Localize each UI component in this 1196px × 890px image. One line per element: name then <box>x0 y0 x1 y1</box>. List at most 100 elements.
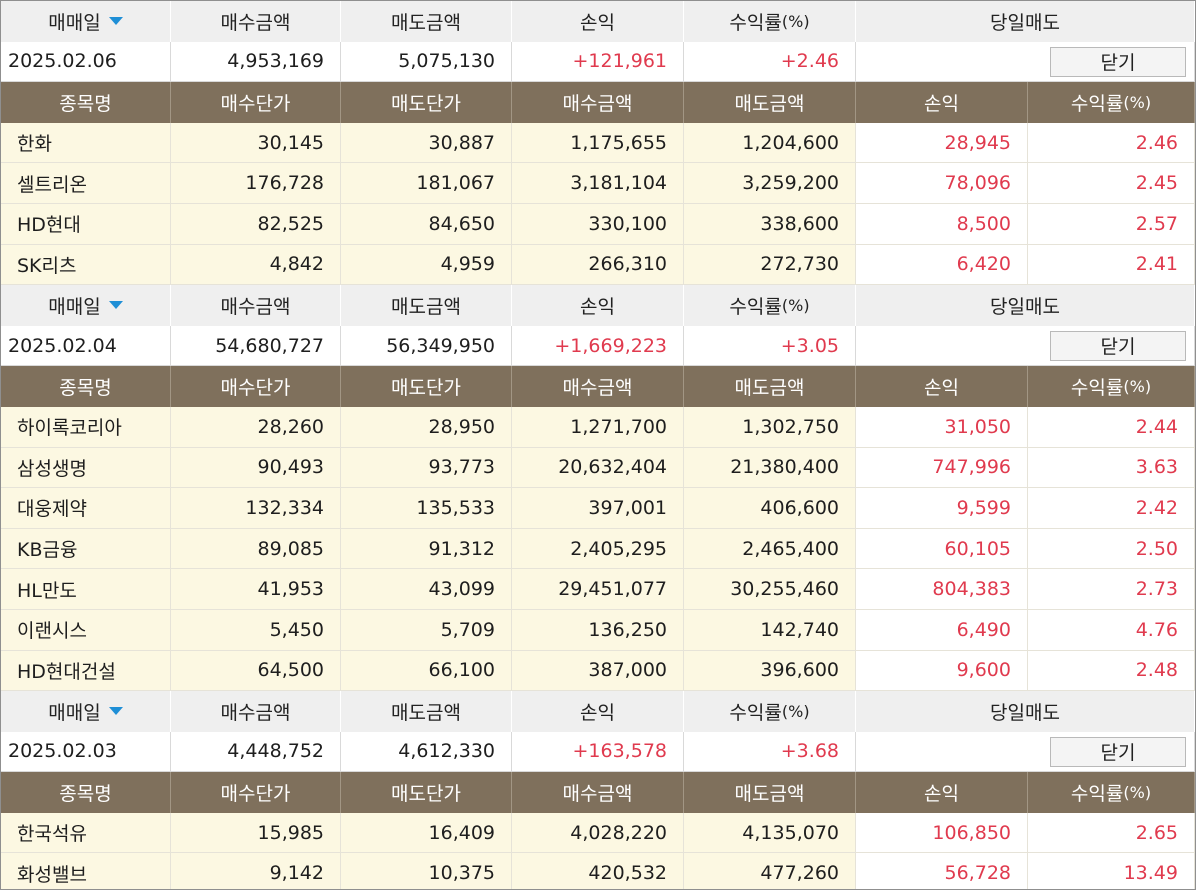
col-stock-name[interactable]: 종목명 <box>1 82 171 123</box>
col-stock-name[interactable]: 종목명 <box>1 772 171 813</box>
col-stock-name[interactable]: 종목명 <box>1 366 171 407</box>
sell-price-cell: 66,100 <box>341 650 512 692</box>
table-row[interactable]: SK리츠 4,842 4,959 266,310 272,730 6,420 2.41 <box>1 244 1195 286</box>
col-sell-price[interactable]: 매도단가 <box>341 366 512 407</box>
table-row[interactable]: 삼성생명 90,493 93,773 20,632,404 21,380,400 747,… <box>1 447 1195 489</box>
table-row[interactable]: 한화 30,145 30,887 1,175,655 1,204,600 28,945 2.… <box>1 122 1195 164</box>
table-row[interactable]: 화성밸브 9,142 10,375 420,532 477,260 56,728 13.49 <box>1 853 1195 889</box>
header-trade-date[interactable]: 매매일 <box>1 1 171 42</box>
summary-return-rate: +2.46 <box>684 41 856 82</box>
table-row[interactable]: KB금융 89,085 91,312 2,405,295 2,465,400 60,105… <box>1 528 1195 570</box>
col-return-rate[interactable]: 수익률 (%) <box>1028 772 1195 813</box>
return-rate-cell: 2.45 <box>1028 163 1195 204</box>
group-summary-row[interactable]: 2025.02.03 4,448,752 4,612,330 +163,578 +3.6… <box>1 731 1195 773</box>
buy-amount-cell: 266,310 <box>512 244 684 286</box>
col-sell-amount-label: 매도금액 <box>734 377 805 400</box>
sell-price-cell: 181,067 <box>341 163 512 204</box>
col-buy-amount[interactable]: 매수금액 <box>512 772 684 813</box>
table-row[interactable]: 한국석유 15,985 16,409 4,028,220 4,135,070 106,85… <box>1 812 1195 854</box>
col-sell-amount[interactable]: 매도금액 <box>684 772 856 813</box>
summary-trade-date: 2025.02.04 <box>1 325 171 366</box>
stock-name-cell: 하이록코리아 <box>1 406 171 448</box>
sort-down-icon[interactable] <box>108 301 123 310</box>
col-profit[interactable]: 손익 <box>856 82 1028 123</box>
sell-price-cell: 16,409 <box>341 812 512 854</box>
close-button[interactable]: 닫기 <box>1050 330 1186 361</box>
buy-price: 82,525 <box>257 212 324 235</box>
buy-amount-cell: 136,250 <box>512 609 684 651</box>
profit-cell: 9,599 <box>856 488 1028 529</box>
column-header-row: 종목명 매수단가 매도단가 매수금액 매도금액 손익 수익률 (%) <box>1 772 1195 813</box>
col-return-rate-unit: (%) <box>1123 377 1152 397</box>
profit-cell: 106,850 <box>856 812 1028 854</box>
group-summary-row[interactable]: 2025.02.06 4,953,169 5,075,130 +121,961 +2.4… <box>1 41 1195 83</box>
header-trade-date[interactable]: 매매일 <box>1 285 171 326</box>
col-buy-price[interactable]: 매수단가 <box>171 366 341 407</box>
return-rate: 3.63 <box>1135 456 1178 479</box>
col-sell-price[interactable]: 매도단가 <box>341 772 512 813</box>
summary-profit-value: +1,669,223 <box>554 334 667 357</box>
sell-price-cell: 28,950 <box>341 406 512 448</box>
header-same-day-sell-label: 당일매도 <box>990 701 1060 724</box>
col-profit[interactable]: 손익 <box>856 366 1028 407</box>
table-row[interactable]: HD현대건설 64,500 66,100 387,000 396,600 9,600 2.4… <box>1 650 1195 692</box>
summary-buy-amount: 54,680,727 <box>171 325 341 366</box>
buy-price: 28,260 <box>257 415 324 438</box>
col-profit[interactable]: 손익 <box>856 772 1028 813</box>
table-row[interactable]: HL만도 41,953 43,099 29,451,077 30,255,460 804,… <box>1 569 1195 610</box>
header-same-day-sell-label: 당일매도 <box>990 11 1060 34</box>
buy-price-cell: 5,450 <box>171 609 341 651</box>
col-stock-name-label: 종목명 <box>59 377 112 400</box>
col-buy-price[interactable]: 매수단가 <box>171 772 341 813</box>
col-return-rate[interactable]: 수익률 (%) <box>1028 366 1195 407</box>
col-buy-amount[interactable]: 매수금액 <box>512 366 684 407</box>
header-trade-date[interactable]: 매매일 <box>1 691 171 732</box>
col-sell-amount-label: 매도금액 <box>734 92 805 115</box>
summary-trade-date: 2025.02.03 <box>1 731 171 772</box>
summary-buy-amount-value: 54,680,727 <box>215 334 324 357</box>
header-same-day-sell-label: 당일매도 <box>990 295 1060 318</box>
col-sell-amount[interactable]: 매도금액 <box>684 82 856 123</box>
buy-price: 4,842 <box>269 253 324 276</box>
table-row[interactable]: 이랜시스 5,450 5,709 136,250 142,740 6,490 4.76 <box>1 609 1195 651</box>
summary-profit-value: +121,961 <box>572 50 668 73</box>
summary-actions: 닫기 <box>856 325 1195 366</box>
profit: 747,996 <box>932 456 1011 479</box>
group-summary-row[interactable]: 2025.02.04 54,680,727 56,349,950 +1,669,223… <box>1 325 1195 367</box>
col-return-rate[interactable]: 수익률 (%) <box>1028 82 1195 123</box>
header-return-rate-unit: (%) <box>781 701 810 721</box>
col-buy-amount[interactable]: 매수금액 <box>512 82 684 123</box>
summary-trade-date: 2025.02.06 <box>1 41 171 82</box>
col-buy-price-label: 매수단가 <box>220 783 291 806</box>
col-sell-amount[interactable]: 매도금액 <box>684 366 856 407</box>
sell-price-cell: 135,533 <box>341 488 512 529</box>
stock-name-cell: HD현대건설 <box>1 650 171 692</box>
profit: 9,599 <box>956 496 1011 519</box>
sell-price-cell: 4,959 <box>341 244 512 286</box>
profit-cell: 8,500 <box>856 203 1028 245</box>
header-return-rate-label: 수익률 <box>729 295 782 318</box>
sell-price-cell: 30,887 <box>341 122 512 164</box>
sort-down-icon[interactable] <box>108 707 123 716</box>
col-sell-price-label: 매도단가 <box>391 92 461 115</box>
group-header-row: 매매일 매수금액 매도금액 손익 수익률 (%) 당일매도 <box>1 1 1195 42</box>
col-sell-price[interactable]: 매도단가 <box>341 82 512 123</box>
table-row[interactable]: 대웅제약 132,334 135,533 397,001 406,600 9,599 2.4… <box>1 488 1195 529</box>
col-buy-price[interactable]: 매수단가 <box>171 82 341 123</box>
profit: 6,490 <box>956 618 1011 641</box>
close-button[interactable]: 닫기 <box>1050 736 1186 767</box>
sell-price: 84,650 <box>428 212 495 235</box>
buy-amount: 29,451,077 <box>558 578 667 601</box>
summary-buy-amount: 4,448,752 <box>171 731 341 772</box>
summary-profit: +121,961 <box>512 41 684 82</box>
stock-name: 대웅제약 <box>17 498 87 521</box>
table-row[interactable]: 하이록코리아 28,260 28,950 1,271,700 1,302,750 31,0… <box>1 406 1195 448</box>
stock-name: 이랜시스 <box>17 620 87 643</box>
sell-price: 181,067 <box>416 172 495 195</box>
close-button[interactable]: 닫기 <box>1050 46 1186 77</box>
summary-buy-amount: 4,953,169 <box>171 41 341 82</box>
return-rate: 2.48 <box>1135 659 1178 682</box>
table-row[interactable]: 셀트리온 176,728 181,067 3,181,104 3,259,200 78,0… <box>1 163 1195 204</box>
table-row[interactable]: HD현대 82,525 84,650 330,100 338,600 8,500 2.57 <box>1 203 1195 245</box>
sort-down-icon[interactable] <box>108 17 123 26</box>
